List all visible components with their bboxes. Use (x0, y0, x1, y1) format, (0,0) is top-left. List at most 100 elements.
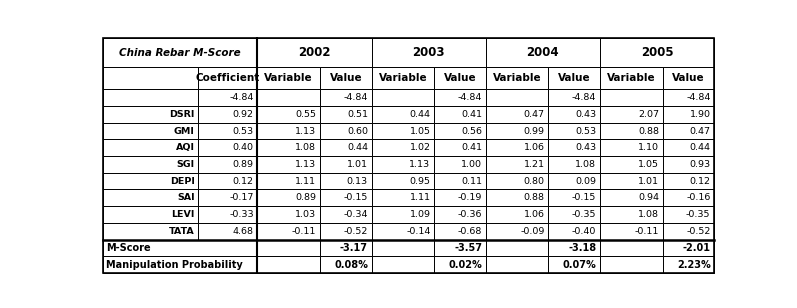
Bar (320, 123, 371, 140)
Text: 0.55: 0.55 (296, 110, 316, 119)
Bar (486, 140, 548, 156)
Bar (257, 123, 320, 140)
Bar (371, 38, 486, 67)
Bar (486, 67, 548, 89)
Bar (662, 189, 714, 206)
Bar (103, 206, 198, 223)
Text: 0.47: 0.47 (524, 110, 544, 119)
Text: 1.01: 1.01 (638, 176, 659, 186)
Bar (103, 123, 198, 140)
Text: -0.19: -0.19 (457, 193, 482, 202)
Text: 1.13: 1.13 (410, 160, 430, 169)
Bar (320, 240, 371, 256)
Bar (103, 189, 198, 206)
Bar (600, 89, 662, 106)
Bar (320, 206, 371, 223)
Bar (600, 123, 662, 140)
Text: -0.52: -0.52 (686, 227, 710, 236)
Text: AQI: AQI (176, 143, 194, 152)
Text: 1.08: 1.08 (296, 143, 316, 152)
Text: 1.06: 1.06 (524, 210, 544, 219)
Bar (434, 189, 486, 206)
Text: -0.40: -0.40 (572, 227, 596, 236)
Text: -0.15: -0.15 (572, 193, 596, 202)
Text: 1.10: 1.10 (638, 143, 659, 152)
Bar (662, 89, 714, 106)
Text: 0.44: 0.44 (410, 110, 430, 119)
Bar (257, 89, 320, 106)
Text: -3.18: -3.18 (568, 243, 596, 253)
Bar (320, 156, 371, 173)
Text: 0.88: 0.88 (524, 193, 544, 202)
Text: -0.11: -0.11 (292, 227, 316, 236)
Text: 0.80: 0.80 (524, 176, 544, 186)
Text: LEVI: LEVI (171, 210, 194, 219)
Bar (103, 223, 198, 240)
Bar (486, 123, 548, 140)
Bar (320, 67, 371, 89)
Text: -0.52: -0.52 (344, 227, 368, 236)
Text: -0.15: -0.15 (344, 193, 368, 202)
Text: 0.60: 0.60 (347, 127, 368, 136)
Bar (320, 189, 371, 206)
Text: 1.90: 1.90 (689, 110, 710, 119)
Bar (486, 223, 548, 240)
Text: 1.06: 1.06 (524, 143, 544, 152)
Text: -0.11: -0.11 (634, 227, 659, 236)
Bar (257, 67, 320, 89)
Text: 0.92: 0.92 (233, 110, 253, 119)
Text: 1.08: 1.08 (575, 160, 596, 169)
Bar (371, 140, 434, 156)
Bar (198, 67, 257, 89)
Bar (548, 206, 600, 223)
Text: 0.08%: 0.08% (334, 260, 368, 270)
Bar (198, 106, 257, 123)
Text: -0.35: -0.35 (686, 210, 710, 219)
Bar (434, 140, 486, 156)
Text: 0.07%: 0.07% (563, 260, 596, 270)
Bar (257, 240, 320, 256)
Text: 1.11: 1.11 (296, 176, 316, 186)
Text: 0.12: 0.12 (689, 176, 710, 186)
Bar (434, 106, 486, 123)
Bar (486, 173, 548, 189)
Bar (103, 67, 198, 89)
Bar (600, 240, 662, 256)
Text: -0.14: -0.14 (406, 227, 430, 236)
Text: -0.35: -0.35 (571, 210, 596, 219)
Bar (486, 189, 548, 206)
Text: -4.84: -4.84 (572, 93, 596, 102)
Text: 2003: 2003 (413, 46, 445, 59)
Bar (371, 240, 434, 256)
Text: 1.13: 1.13 (295, 160, 316, 169)
Text: 1.09: 1.09 (410, 210, 430, 219)
Text: M-Score: M-Score (107, 243, 151, 253)
Text: 0.47: 0.47 (689, 127, 710, 136)
Text: 0.41: 0.41 (461, 110, 482, 119)
Text: 1.03: 1.03 (295, 210, 316, 219)
Bar (486, 106, 548, 123)
Bar (198, 206, 257, 223)
Bar (548, 256, 600, 273)
Bar (103, 38, 257, 67)
Text: -4.84: -4.84 (344, 93, 368, 102)
Bar (103, 156, 198, 173)
Bar (371, 89, 434, 106)
Bar (600, 256, 662, 273)
Bar (198, 173, 257, 189)
Text: 0.44: 0.44 (347, 143, 368, 152)
Bar (371, 123, 434, 140)
Text: 0.88: 0.88 (638, 127, 659, 136)
Text: 0.12: 0.12 (233, 176, 253, 186)
Bar (371, 189, 434, 206)
Text: 0.40: 0.40 (233, 143, 253, 152)
Text: 1.11: 1.11 (410, 193, 430, 202)
Bar (103, 106, 198, 123)
Bar (103, 240, 257, 256)
Text: 0.56: 0.56 (461, 127, 482, 136)
Text: 2004: 2004 (527, 46, 559, 59)
Text: DEPI: DEPI (170, 176, 194, 186)
Text: 0.89: 0.89 (296, 193, 316, 202)
Text: -2.01: -2.01 (682, 243, 710, 253)
Text: China Rebar M-Score: China Rebar M-Score (120, 48, 241, 58)
